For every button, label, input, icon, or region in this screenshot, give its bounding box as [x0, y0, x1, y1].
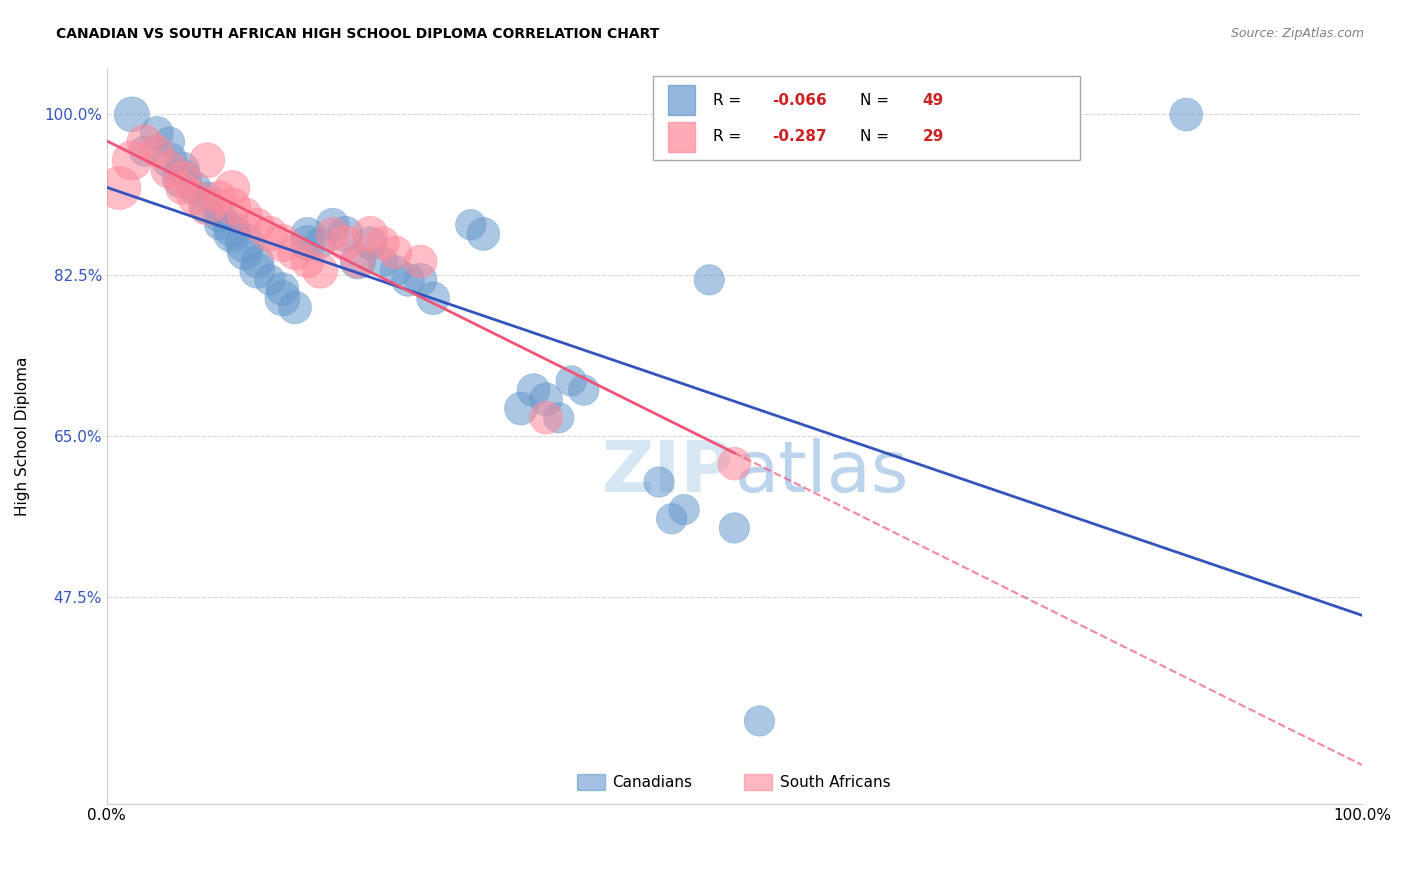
Point — [221, 222, 243, 236]
Point — [1175, 107, 1198, 121]
Point — [259, 273, 281, 287]
Point — [195, 190, 218, 204]
Point — [723, 457, 745, 471]
Point — [146, 145, 169, 159]
Text: N =: N = — [860, 93, 894, 108]
FancyBboxPatch shape — [668, 122, 696, 152]
Point — [384, 245, 406, 260]
Point — [396, 273, 419, 287]
Point — [748, 714, 770, 728]
Point — [159, 135, 181, 149]
Point — [221, 181, 243, 195]
Point — [547, 410, 569, 425]
Point — [460, 218, 482, 232]
Text: atlas: atlas — [734, 438, 908, 508]
Text: CANADIAN VS SOUTH AFRICAN HIGH SCHOOL DIPLOMA CORRELATION CHART: CANADIAN VS SOUTH AFRICAN HIGH SCHOOL DI… — [56, 27, 659, 41]
Point — [146, 126, 169, 140]
Point — [246, 263, 269, 277]
Point — [284, 245, 307, 260]
Point — [183, 190, 205, 204]
Point — [121, 107, 143, 121]
Point — [297, 227, 319, 241]
Point — [560, 374, 582, 388]
Text: -0.287: -0.287 — [772, 129, 827, 145]
Text: R =: R = — [713, 129, 747, 145]
Point — [346, 254, 368, 268]
Point — [534, 392, 557, 407]
Point — [409, 273, 432, 287]
Point — [159, 162, 181, 177]
Point — [297, 254, 319, 268]
Point — [522, 383, 544, 397]
Point — [422, 291, 444, 305]
Point — [409, 254, 432, 268]
Point — [183, 181, 205, 195]
Point — [472, 227, 495, 241]
Point — [233, 236, 256, 251]
Point — [208, 190, 231, 204]
Point — [271, 282, 294, 296]
Point — [335, 236, 357, 251]
Text: R =: R = — [713, 93, 747, 108]
Point — [259, 227, 281, 241]
Point — [723, 521, 745, 535]
Point — [335, 227, 357, 241]
Text: N =: N = — [860, 129, 894, 145]
Point — [134, 145, 156, 159]
Point — [271, 236, 294, 251]
Text: -0.066: -0.066 — [772, 93, 827, 108]
Point — [170, 162, 193, 177]
Point — [572, 383, 595, 397]
Point — [673, 502, 696, 516]
FancyBboxPatch shape — [744, 774, 772, 790]
Point — [170, 171, 193, 186]
Point — [195, 199, 218, 213]
Point — [246, 218, 269, 232]
Point — [195, 153, 218, 168]
Point — [648, 475, 671, 489]
Text: South Africans: South Africans — [779, 775, 890, 789]
Point — [284, 301, 307, 315]
Point — [221, 199, 243, 213]
Point — [359, 227, 381, 241]
Point — [359, 236, 381, 251]
Point — [233, 209, 256, 223]
Point — [534, 410, 557, 425]
Point — [371, 236, 394, 251]
FancyBboxPatch shape — [652, 76, 1080, 161]
FancyBboxPatch shape — [668, 86, 696, 115]
Point — [208, 209, 231, 223]
Point — [271, 291, 294, 305]
Point — [322, 227, 344, 241]
Text: ZIP: ZIP — [602, 438, 734, 508]
Point — [121, 153, 143, 168]
Point — [661, 512, 683, 526]
Point — [309, 263, 332, 277]
Point — [108, 181, 131, 195]
FancyBboxPatch shape — [578, 774, 605, 790]
Point — [697, 273, 720, 287]
Y-axis label: High School Diploma: High School Diploma — [15, 357, 30, 516]
Text: 49: 49 — [922, 93, 943, 108]
Text: Canadians: Canadians — [613, 775, 693, 789]
Point — [221, 227, 243, 241]
Text: Source: ZipAtlas.com: Source: ZipAtlas.com — [1230, 27, 1364, 40]
Point — [384, 263, 406, 277]
Point — [134, 135, 156, 149]
Point — [309, 236, 332, 251]
Point — [322, 218, 344, 232]
Point — [195, 199, 218, 213]
Point — [297, 236, 319, 251]
Point — [170, 171, 193, 186]
Point — [371, 254, 394, 268]
Point — [510, 401, 533, 416]
Point — [346, 254, 368, 268]
Point — [208, 218, 231, 232]
Point — [246, 254, 269, 268]
Point — [159, 153, 181, 168]
Point — [233, 245, 256, 260]
Text: 29: 29 — [922, 129, 943, 145]
Point — [170, 181, 193, 195]
